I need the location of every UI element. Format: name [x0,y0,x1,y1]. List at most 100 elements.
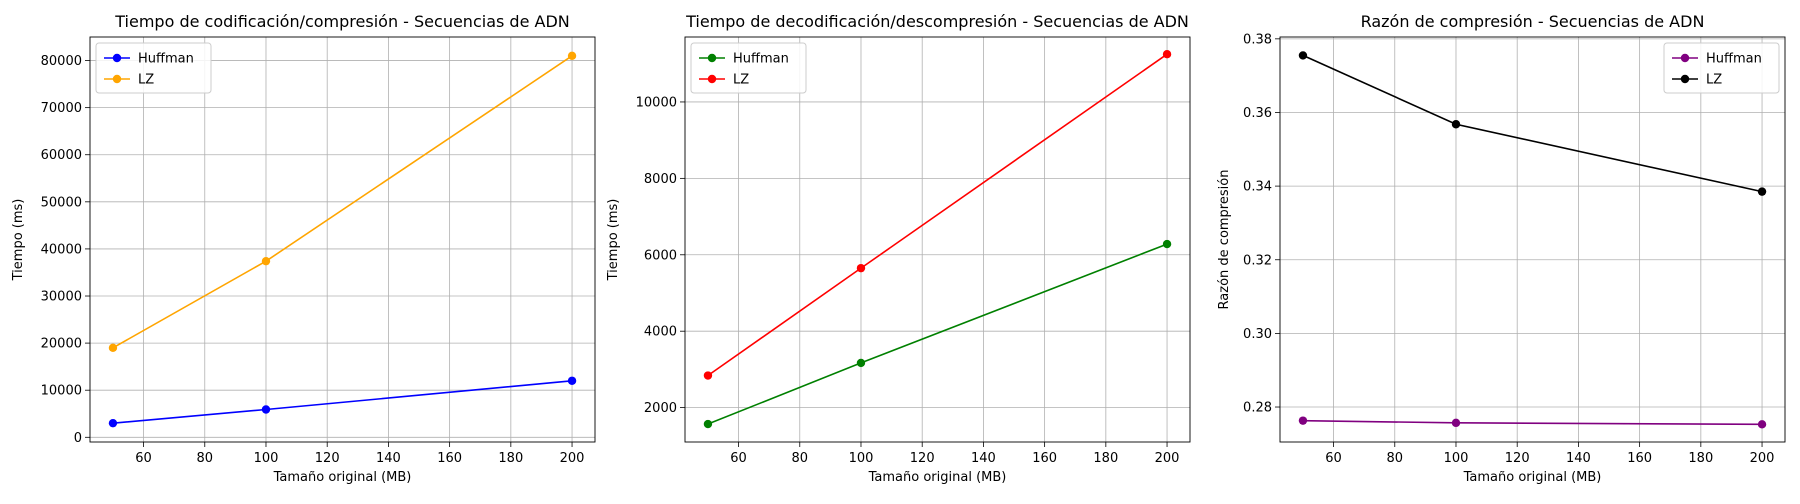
legend-label: Huffman [138,52,194,67]
x-tick-label: 100 [849,451,874,466]
chart-title: Tiempo de decodificación/descompresión -… [685,12,1189,31]
y-axis-label: Tiempo (ms) [606,199,621,282]
x-axis-label: Tamaño original (MB) [868,470,1007,485]
data-point-huffman [1162,239,1172,249]
legend-swatch-marker [112,74,122,84]
axes-frame [89,36,596,443]
chart-title: Tiempo de codificación/compresión - Secu… [114,12,569,31]
data-point-lz [567,51,577,61]
x-tick-label: 200 [1750,451,1775,466]
legend-box [95,42,212,94]
legend-label: LZ [1706,73,1722,88]
x-tick-label: 60 [1325,451,1342,466]
legend: Huffman LZ [690,42,807,94]
plot-area [1280,37,1785,442]
x-tick-label: 180 [1093,451,1118,466]
x-tick-label: 60 [730,451,747,466]
legend-label: LZ [733,73,749,88]
x-tick-label: 140 [971,451,996,466]
data-point-huffman [108,418,118,428]
y-tick-label: 6000 [644,248,677,263]
data-point-lz [1757,187,1767,196]
y-tick-label: 10000 [41,384,82,399]
y-tick-label: 10000 [636,95,677,110]
x-tick-label: 180 [1688,451,1713,466]
chart-2: 60 80 100 120 140 160 180 200 2000 4000 6000 8000 10… [606,12,1191,485]
y-axis-label: Tiempo (ms) [11,199,26,282]
y-tick-label: 0.36 [1243,106,1272,121]
legend-swatch-marker [1680,74,1690,84]
legend: Huffman LZ [95,42,212,94]
y-tick-label: 0.32 [1243,253,1272,268]
legend-swatch-marker [707,53,717,63]
x-tick-label: 160 [437,451,462,466]
y-tick-label: 80000 [41,54,82,69]
data-point-lz [1298,51,1308,60]
y-tick-label: 4000 [644,325,677,340]
y-axis-label: Razón de compresión [1217,170,1232,310]
legend-label: LZ [138,73,154,88]
x-tick-label: 140 [1566,451,1591,466]
data-point-lz [1451,120,1461,129]
y-tick-label: 60000 [41,148,82,163]
x-tick-label: 80 [1386,451,1403,466]
legend-label: Huffman [733,52,789,67]
data-point-huffman [1757,420,1767,429]
y-tick-label: 2000 [644,401,677,416]
y-tick-label: 70000 [41,101,82,116]
y-tick-label: 0.34 [1243,180,1272,195]
legend-swatch-marker [1680,53,1690,63]
x-tick-label: 60 [135,451,152,466]
y-tick-label: 50000 [41,195,82,210]
y-tick-label: 0.38 [1243,32,1272,47]
chart-3: 60 80 100 120 140 160 180 200 0.28 0.30 0.32 0.34 0.… [1217,12,1786,485]
plot-area [685,37,1190,442]
x-tick-label: 120 [1505,451,1530,466]
plot-area [90,37,595,442]
x-tick-label: 180 [498,451,523,466]
data-point-lz [703,371,713,380]
chart-1: 60 80 100 120 140 160 180 200 0 10000 20000 30000 40… [11,12,596,485]
y-tick-label: 20000 [41,337,82,352]
x-tick-label: 100 [254,451,279,466]
x-tick-label: 160 [1627,451,1652,466]
x-tick-label: 80 [791,451,808,466]
legend-swatch-marker [112,53,122,63]
x-tick-label: 120 [315,451,340,466]
data-point-lz [856,263,866,273]
legend-swatch-marker [707,74,717,84]
data-point-huffman [1298,416,1308,425]
data-point-lz [108,343,118,353]
legend-box [1663,42,1780,94]
legend-label: Huffman [1706,52,1762,67]
data-point-huffman [567,376,577,385]
data-point-lz [1162,49,1172,59]
y-tick-label: 0.30 [1243,327,1272,342]
x-tick-label: 200 [560,451,585,466]
x-axis-label: Tamaño original (MB) [273,470,412,485]
axes-frame [684,36,1191,443]
data-point-huffman [703,419,713,429]
data-point-huffman [856,358,866,368]
x-tick-label: 120 [910,451,935,466]
y-tick-label: 8000 [644,172,677,187]
y-tick-label: 30000 [41,290,82,305]
y-tick-label: 0 [74,431,82,446]
x-axis-label: Tamaño original (MB) [1463,470,1602,485]
x-tick-label: 160 [1032,451,1057,466]
x-tick-label: 100 [1444,451,1469,466]
y-tick-label: 40000 [41,242,82,257]
y-tick-label: 0.28 [1243,401,1272,416]
legend: Huffman LZ [1663,42,1780,94]
chart-title: Razón de compresión - Secuencias de ADN [1361,12,1705,31]
data-point-huffman [261,405,271,414]
data-point-huffman [1451,418,1461,428]
data-point-lz [261,256,271,266]
x-tick-label: 200 [1155,451,1180,466]
x-tick-label: 140 [376,451,401,466]
legend-box [690,42,807,94]
axes-frame [1279,36,1786,443]
x-tick-label: 80 [196,451,213,466]
